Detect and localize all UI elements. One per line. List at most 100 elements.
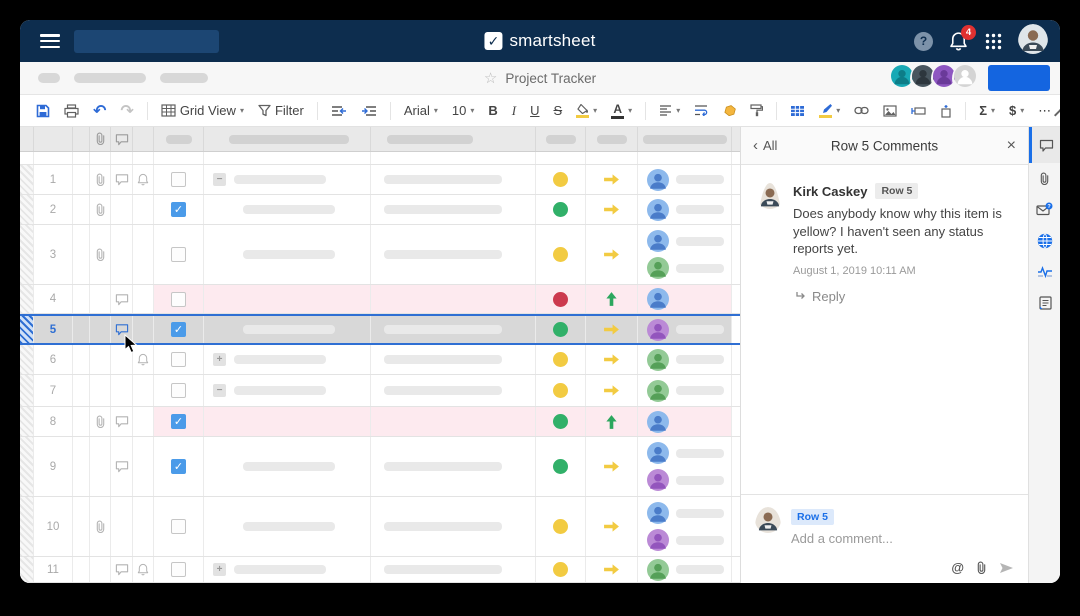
outdent-button[interactable] xyxy=(325,102,353,120)
checkbox-cell[interactable] xyxy=(154,225,204,284)
attachment-icon[interactable] xyxy=(95,173,106,187)
redo-button[interactable]: ↷ xyxy=(120,102,134,120)
attachment-icon[interactable] xyxy=(95,203,106,217)
attachment-cell[interactable] xyxy=(90,497,111,556)
reminder-cell[interactable] xyxy=(133,345,154,374)
comment-icon[interactable] xyxy=(115,460,129,473)
attachment-cell[interactable] xyxy=(90,165,111,194)
reminder-cell[interactable] xyxy=(133,437,154,496)
highlight-button[interactable]: ▾ xyxy=(813,101,846,121)
attachment-cell[interactable] xyxy=(90,285,111,313)
undo-button[interactable]: ↶ xyxy=(93,102,107,120)
attachment-cell[interactable] xyxy=(90,195,111,224)
comment-cell[interactable] xyxy=(111,407,133,436)
update-requests-icon[interactable]: ? xyxy=(1029,194,1060,225)
bold-button[interactable]: B xyxy=(488,103,498,118)
reminder-cell[interactable] xyxy=(133,127,154,151)
font-size-select[interactable]: 10 ▾ xyxy=(451,103,475,118)
italic-button[interactable]: I xyxy=(511,102,517,118)
insert-card-top-icon[interactable] xyxy=(934,101,958,121)
hamburger-menu-icon[interactable] xyxy=(40,34,60,48)
attachment-icon[interactable] xyxy=(95,248,106,262)
favorite-star-icon[interactable]: ☆ xyxy=(483,70,498,87)
checkbox-cell[interactable] xyxy=(154,165,204,194)
checkbox-unchecked[interactable] xyxy=(171,352,186,367)
indent-button[interactable] xyxy=(355,102,383,120)
grid-row-9[interactable]: 9 ✓ xyxy=(20,437,740,497)
collapse-row-icon[interactable]: − xyxy=(213,384,226,397)
attachment-cell[interactable] xyxy=(90,316,111,343)
attachment-cell[interactable] xyxy=(90,127,111,151)
reminder-cell[interactable] xyxy=(133,375,154,406)
summary-icon[interactable] xyxy=(1029,287,1060,318)
checkbox-unchecked[interactable] xyxy=(171,383,186,398)
reminder-cell[interactable] xyxy=(133,165,154,194)
comment-cell[interactable] xyxy=(111,127,133,151)
align-button[interactable]: ▾ xyxy=(653,102,686,119)
checkbox-cell[interactable] xyxy=(154,497,204,556)
comment-icon[interactable] xyxy=(115,133,129,146)
checkbox-checked[interactable]: ✓ xyxy=(171,459,186,474)
checkbox-checked[interactable]: ✓ xyxy=(171,202,186,217)
attachment-cell[interactable] xyxy=(90,375,111,406)
print-button[interactable] xyxy=(58,101,85,121)
link-icon[interactable] xyxy=(848,103,875,118)
help-icon[interactable]: ? xyxy=(914,31,933,51)
comment-cell[interactable] xyxy=(111,557,133,582)
comment-cell[interactable] xyxy=(111,497,133,556)
text-color-button[interactable]: A ▾ xyxy=(605,100,638,122)
apps-grid-icon[interactable] xyxy=(985,33,1002,50)
checkbox-checked[interactable]: ✓ xyxy=(171,322,186,337)
checkbox-cell[interactable] xyxy=(154,345,204,374)
grid-row-1[interactable]: 1− xyxy=(20,165,740,195)
expand-row-icon[interactable]: + xyxy=(213,563,226,576)
attachment-cell[interactable] xyxy=(90,437,111,496)
checkbox-cell[interactable]: ✓ xyxy=(154,316,204,343)
comment-icon[interactable] xyxy=(115,323,129,336)
collaborator-avatar[interactable] xyxy=(952,62,978,94)
comment-cell[interactable] xyxy=(111,437,133,496)
grid-row-3[interactable]: 3 xyxy=(20,225,740,285)
clear-format-eraser-icon[interactable] xyxy=(716,102,742,119)
reminder-bell-icon[interactable] xyxy=(137,563,149,576)
grid-row-7[interactable]: 7− xyxy=(20,375,740,407)
reminder-cell[interactable] xyxy=(133,195,154,224)
font-family-select[interactable]: Arial ▾ xyxy=(403,103,438,118)
grid-row-11[interactable]: 11 + xyxy=(20,557,740,583)
checkbox-cell[interactable]: ✓ xyxy=(154,407,204,436)
reminder-cell[interactable] xyxy=(133,285,154,313)
fill-color-button[interactable]: ▾ xyxy=(570,101,603,121)
reminder-cell[interactable] xyxy=(133,407,154,436)
checkbox-unchecked[interactable] xyxy=(171,519,186,534)
grid-row-6[interactable]: 6 + xyxy=(20,345,740,375)
reminder-bell-icon[interactable] xyxy=(137,173,149,186)
search-input[interactable] xyxy=(74,29,219,53)
grid-row-10[interactable]: 10 xyxy=(20,497,740,557)
collapse-row-icon[interactable]: − xyxy=(213,173,226,186)
close-panel-icon[interactable]: × xyxy=(1006,136,1016,154)
notifications-bell-icon[interactable]: 4 xyxy=(949,25,976,51)
view-switcher-button[interactable]: Grid View ▾ xyxy=(155,100,250,121)
checkbox-unchecked[interactable] xyxy=(171,562,186,577)
comment-cell[interactable] xyxy=(111,165,133,194)
checkbox-unchecked[interactable] xyxy=(171,172,186,187)
checkbox-cell[interactable]: ✓ xyxy=(154,437,204,496)
grid-row-8[interactable]: 8 ✓ xyxy=(20,407,740,437)
underline-button[interactable]: U xyxy=(530,103,540,118)
grid-row-4[interactable]: 4 xyxy=(20,285,740,314)
checkbox-cell[interactable] xyxy=(154,557,204,582)
user-avatar[interactable] xyxy=(1018,23,1048,59)
send-comment-icon[interactable] xyxy=(999,562,1014,574)
attachment-cell[interactable] xyxy=(90,557,111,582)
attachment-cell[interactable] xyxy=(90,345,111,374)
reminder-cell[interactable] xyxy=(133,316,154,343)
insert-image-icon[interactable] xyxy=(877,102,903,120)
comment-cell[interactable] xyxy=(111,316,133,343)
share-button[interactable] xyxy=(988,65,1050,91)
sum-button[interactable]: Σ ▾ xyxy=(979,103,996,118)
merge-cells-icon[interactable] xyxy=(784,102,811,120)
attachment-cell[interactable] xyxy=(90,407,111,436)
attachment-cell[interactable] xyxy=(90,225,111,284)
reminder-cell[interactable] xyxy=(133,557,154,582)
filter-button[interactable]: Filter xyxy=(252,100,310,121)
